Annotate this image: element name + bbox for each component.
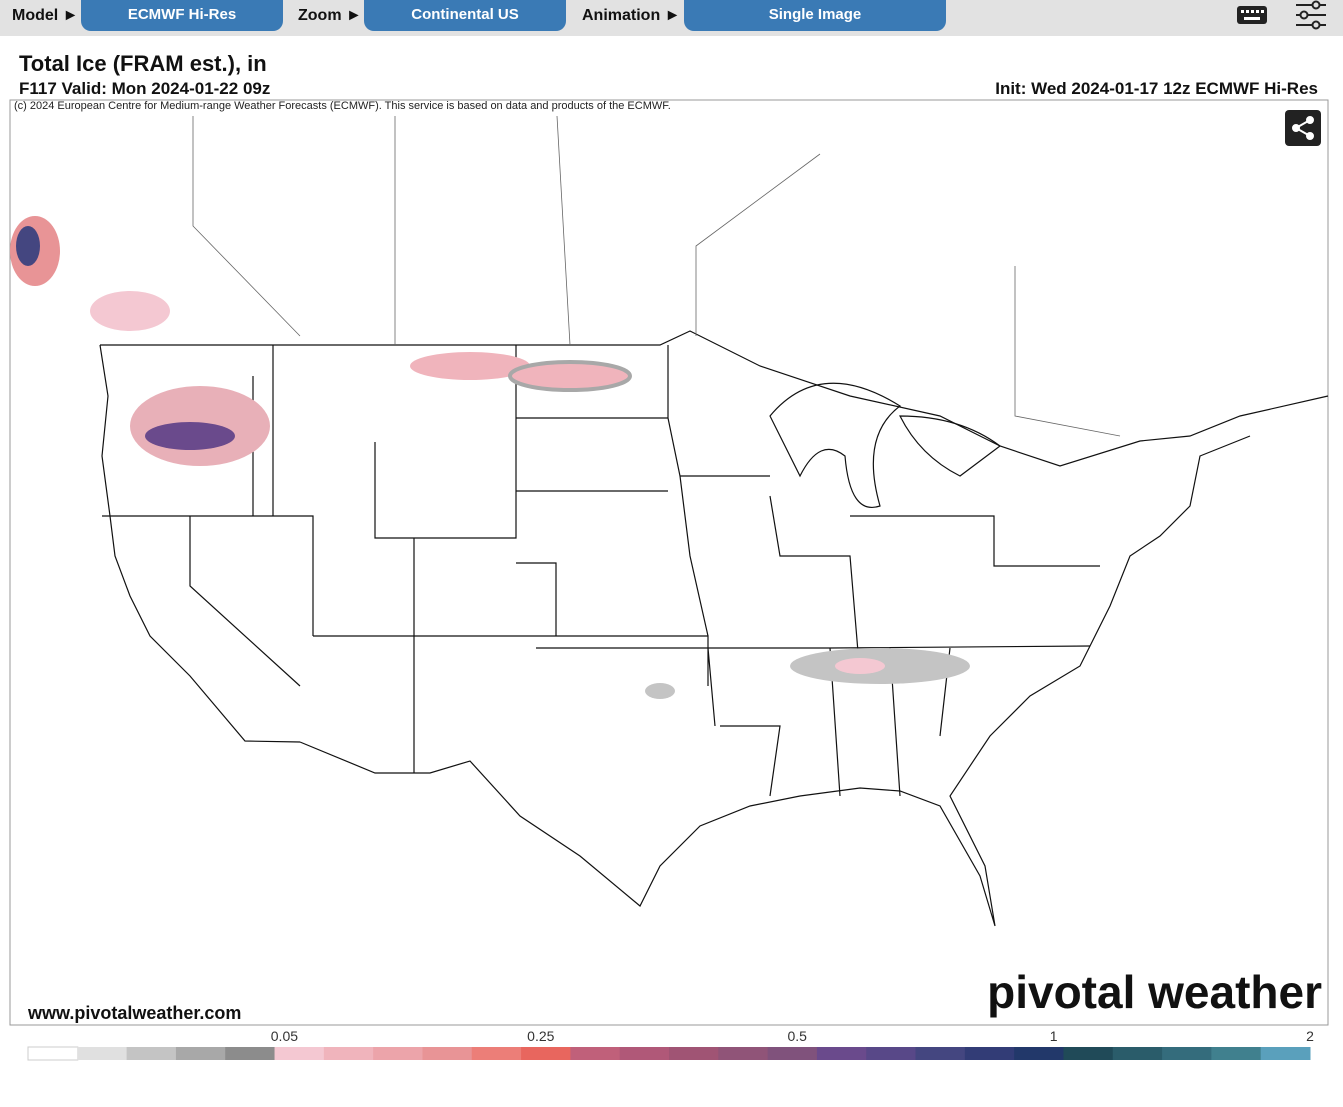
colorbar: 0.05 0.25 0.5 1 2 — [27, 1028, 1314, 1061]
model-label: Model ► — [12, 7, 79, 24]
color-swatch — [27, 1046, 79, 1061]
animation-button[interactable]: Single Image — [684, 0, 946, 31]
map-panel: Total Ice (FRAM est.), in F117 Valid: Mo… — [9, 51, 1329, 1061]
color-swatch — [816, 1047, 867, 1060]
color-swatch — [619, 1047, 670, 1060]
colorbar-label: 0.5 — [787, 1028, 807, 1044]
color-swatch — [126, 1047, 177, 1060]
color-swatch — [323, 1047, 374, 1060]
colorbar-label: 1 — [1050, 1028, 1058, 1044]
color-swatch — [669, 1047, 719, 1060]
animation-label: Animation ► — [582, 7, 681, 24]
color-swatch — [274, 1047, 325, 1060]
color-swatch — [866, 1047, 917, 1060]
watermark: pivotal weather — [987, 966, 1322, 1018]
color-swatch — [422, 1047, 473, 1060]
model-button[interactable]: ECMWF Hi-Res — [81, 0, 283, 31]
color-swatch — [1260, 1047, 1311, 1060]
color-swatch — [915, 1047, 966, 1060]
color-swatch — [718, 1047, 769, 1060]
color-swatch — [1162, 1047, 1212, 1060]
map-borders — [99, 330, 1329, 927]
color-swatch — [77, 1047, 128, 1060]
website: www.pivotalweather.com — [27, 1003, 241, 1023]
settings-icon[interactable] — [1294, 0, 1328, 30]
province-lines — [192, 115, 1121, 437]
color-swatch — [225, 1047, 276, 1060]
color-swatch — [471, 1047, 522, 1060]
colorbar-label: 0.25 — [527, 1028, 554, 1044]
color-swatch — [767, 1047, 818, 1060]
color-swatch — [1063, 1047, 1114, 1060]
colorbar-label: 0.05 — [271, 1028, 298, 1044]
toolbar: Model ► ECMWF Hi-Res Zoom ► Continental … — [0, 0, 1343, 36]
init-time: Init: Wed 2024-01-17 12z ECMWF Hi-Res — [995, 79, 1318, 98]
color-swatch — [964, 1047, 1015, 1060]
title: Total Ice (FRAM est.), in — [19, 51, 267, 76]
color-swatch — [175, 1047, 226, 1060]
valid-time: F117 Valid: Mon 2024-01-22 09z — [19, 79, 270, 98]
color-swatch — [1014, 1047, 1064, 1060]
ice-shading — [10, 216, 970, 699]
share-icon[interactable] — [1292, 116, 1314, 140]
zoom-button[interactable]: Continental US — [364, 0, 566, 31]
map-frame — [9, 99, 1329, 1026]
color-swatch — [1211, 1047, 1262, 1060]
keyboard-icon[interactable] — [1236, 4, 1270, 26]
color-swatch — [373, 1047, 423, 1060]
copyright: (c) 2024 European Centre for Medium-rang… — [14, 100, 671, 112]
share-button[interactable] — [1285, 110, 1321, 146]
zoom-label: Zoom ► — [298, 7, 362, 24]
color-swatch — [1112, 1047, 1163, 1060]
color-swatch — [570, 1047, 621, 1060]
color-swatch — [521, 1047, 571, 1060]
colorbar-label: 2 — [1306, 1028, 1314, 1044]
